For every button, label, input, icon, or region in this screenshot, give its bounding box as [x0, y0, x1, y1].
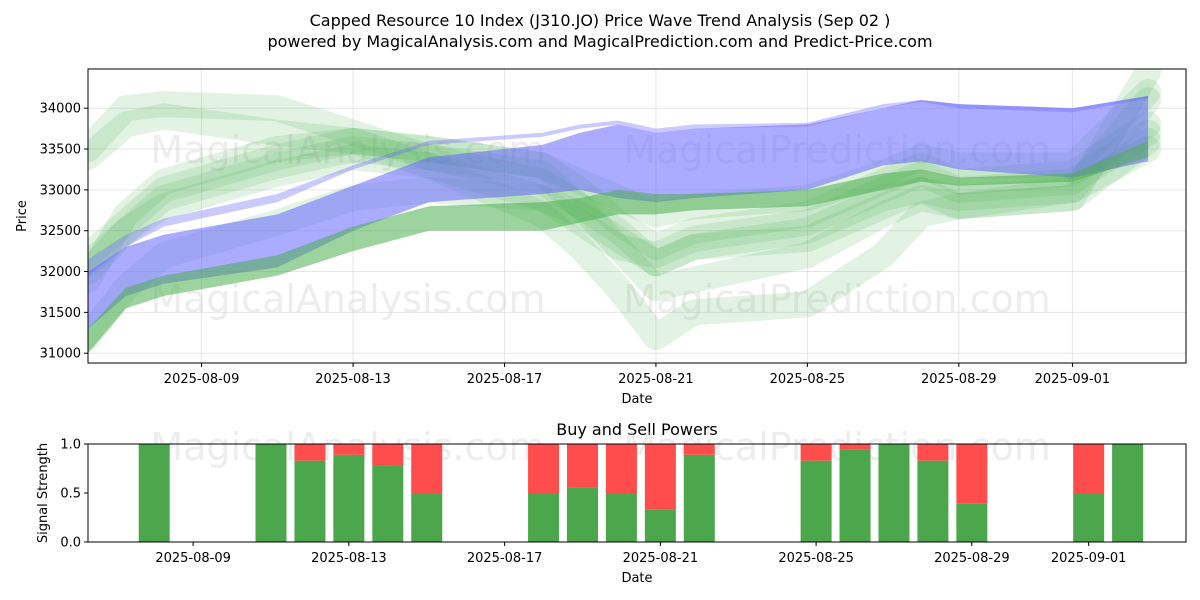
buy-bar [294, 460, 326, 542]
sell-bar [372, 444, 404, 466]
sell-bar [528, 444, 560, 493]
buy-bar [878, 444, 910, 542]
buy-bar [839, 449, 871, 542]
sell-bar [956, 444, 988, 504]
x-tick-label: 2025-08-21 [623, 551, 699, 566]
sell-bar [566, 444, 598, 488]
buy-bar [1112, 444, 1144, 542]
watermark-prediction: MagicalPrediction.com [623, 277, 1051, 321]
buy-bar [644, 509, 676, 542]
buy-bar [917, 460, 949, 542]
sell-bar [839, 444, 871, 450]
buy-bar [1073, 493, 1105, 542]
x-tick-label: 2025-08-13 [311, 551, 387, 566]
buy-bar [956, 503, 988, 542]
y-tick-label: 33000 [40, 183, 81, 198]
buy-bar [605, 493, 637, 542]
buy-bar [528, 493, 560, 542]
x-tick-label: 2025-08-17 [467, 372, 543, 387]
buy-bar [800, 460, 832, 542]
x-tick-label: 2025-08-09 [164, 372, 240, 387]
sell-bar [917, 444, 949, 461]
buy-bar [566, 487, 598, 542]
ghost-wave-line [88, 111, 1162, 269]
sell-bar [800, 444, 832, 461]
sell-bar [411, 444, 443, 493]
y-axis-label: Price [15, 200, 30, 232]
buy-bar [138, 444, 170, 542]
buy-sell-plot: Buy and Sell PowersMagicalAnalysis.comMa… [36, 420, 1187, 586]
ghost-wave-line [88, 69, 1162, 277]
y-tick-label: 0.5 [60, 487, 81, 502]
x-tick-label: 2025-09-01 [1035, 372, 1111, 387]
y-tick-label: 31500 [40, 306, 81, 321]
x-tick-label: 2025-08-21 [618, 372, 694, 387]
blue-band-upper [88, 95, 1149, 276]
x-tick-label: 2025-08-13 [315, 372, 391, 387]
plot-frame [87, 68, 1187, 364]
y-axis-label: Signal Strength [36, 443, 51, 543]
sell-bar [333, 444, 365, 455]
x-tick-label: 2025-08-29 [934, 551, 1010, 566]
sell-bar [605, 444, 637, 493]
price-wave-plot: MagicalAnalysis.comMagicalPrediction.com… [15, 68, 1187, 407]
x-tick-label: 2025-09-01 [1051, 551, 1127, 566]
x-axis-label: Date [621, 392, 652, 407]
chart-title-line2: powered by MagicalAnalysis.com and Magic… [267, 32, 932, 51]
plot-area [88, 69, 1162, 354]
sell-bar [683, 444, 715, 455]
buy-bar [372, 465, 404, 542]
blue-band-main [88, 95, 1149, 329]
ghost-wave-line [88, 91, 1162, 301]
buy-bar [411, 493, 443, 542]
x-tick-label: 2025-08-25 [778, 551, 854, 566]
y-tick-label: 32000 [40, 265, 81, 280]
buy-sell-title: Buy and Sell Powers [556, 420, 718, 439]
ghost-wave-line [88, 87, 1162, 350]
buy-bar [255, 444, 287, 542]
buy-bar [683, 454, 715, 542]
x-tick-label: 2025-08-17 [467, 551, 543, 566]
y-tick-label: 31000 [40, 347, 81, 362]
x-axis-label: Date [621, 571, 652, 586]
sell-bar [1073, 444, 1105, 493]
green-band-main [88, 140, 1149, 354]
y-tick-label: 0.0 [60, 536, 81, 551]
sell-bar [294, 444, 326, 461]
sell-bar [644, 444, 676, 510]
y-tick-label: 33500 [40, 143, 81, 158]
x-tick-label: 2025-08-29 [921, 372, 997, 387]
y-tick-label: 1.0 [60, 438, 81, 453]
y-tick-label: 32500 [40, 224, 81, 239]
chart-title-line1: Capped Resource 10 Index (J310.JO) Price… [310, 11, 891, 30]
x-tick-label: 2025-08-25 [770, 372, 846, 387]
y-tick-label: 34000 [40, 102, 81, 117]
x-tick-label: 2025-08-09 [155, 551, 231, 566]
buy-bar [333, 454, 365, 542]
